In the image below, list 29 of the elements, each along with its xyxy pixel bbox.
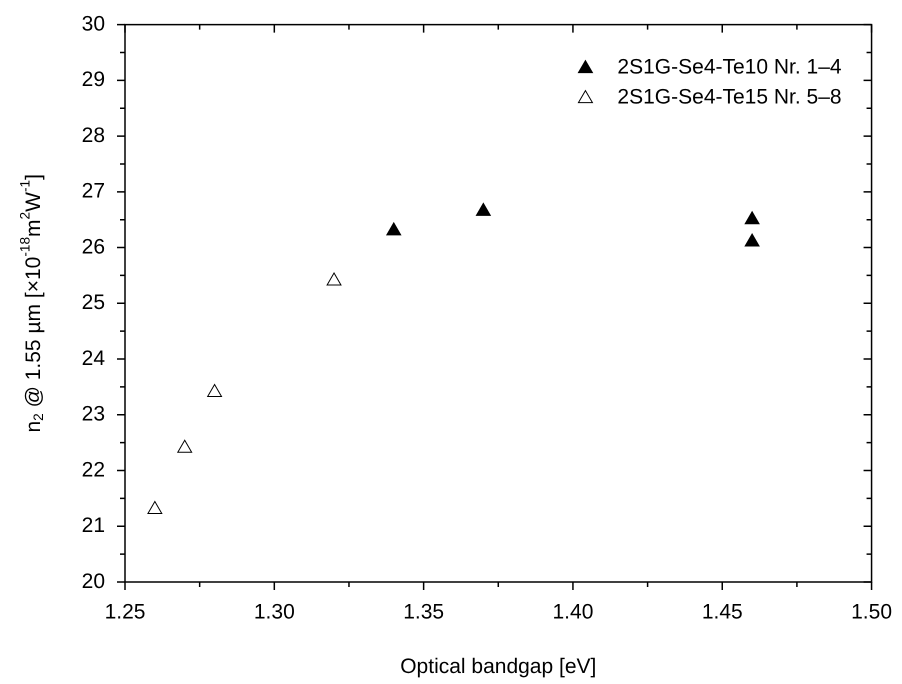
y-tick-label: 22 <box>82 458 105 482</box>
point <box>744 211 760 224</box>
point <box>326 272 342 286</box>
legend-label: 2S1G-Se4-Te10 Nr. 1–4 <box>617 55 842 78</box>
x-tick-label: 1.50 <box>851 600 892 624</box>
x-axis-title: Optical bandgap [eV] <box>400 655 596 678</box>
x-tick-label: 1.30 <box>254 600 295 624</box>
point <box>744 233 760 246</box>
y-tick-label: 25 <box>82 291 105 314</box>
y-tick-label: 23 <box>82 402 105 426</box>
point <box>147 501 162 514</box>
y-tick-label: 21 <box>82 514 105 538</box>
x-tick-label: 1.40 <box>552 600 594 624</box>
y-tick-label: 27 <box>82 180 105 203</box>
y-tick-label: 29 <box>82 68 105 92</box>
y-tick-label: 28 <box>82 124 105 147</box>
y-tick-label: 24 <box>82 346 106 370</box>
y-tick-label: 30 <box>82 12 105 36</box>
x-tick-label: 1.45 <box>702 600 743 624</box>
y-tick-label: 26 <box>82 235 105 258</box>
legend-label: 2S1G-Se4-Te15 Nr. 5–8 <box>617 85 842 108</box>
x-tick-label: 1.25 <box>104 600 146 624</box>
point <box>386 222 402 236</box>
point <box>207 384 222 397</box>
x-tick-label: 1.35 <box>403 600 444 624</box>
point <box>476 202 491 216</box>
text: n2 @ 1.55 µm [×10-18m2W-1] <box>17 174 46 433</box>
y-tick-label: 20 <box>82 570 105 593</box>
point <box>177 440 192 453</box>
